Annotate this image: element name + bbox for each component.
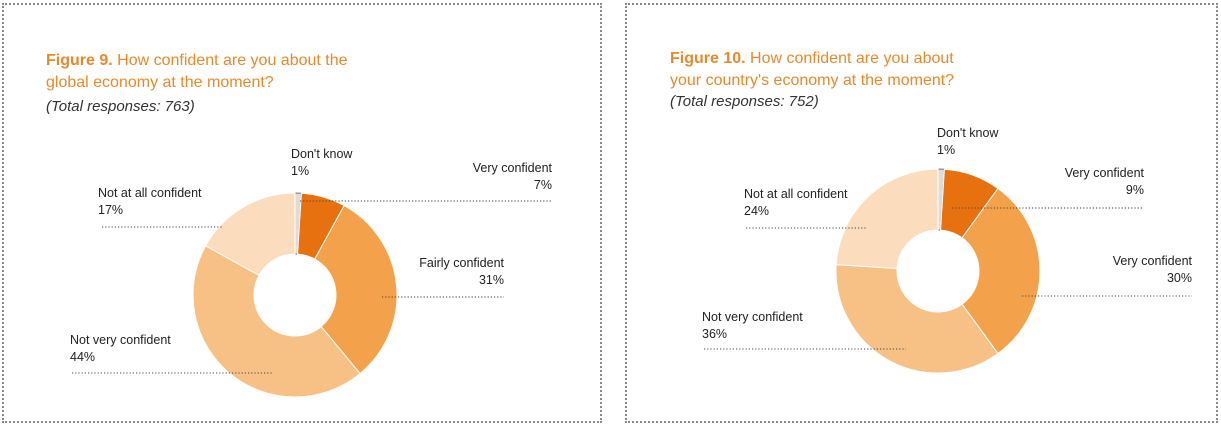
slice-value-label: 36% — [702, 327, 727, 341]
title-line-1: How confident are you about — [750, 50, 954, 67]
donut-slice — [961, 187, 1041, 355]
slice-value-label: 9% — [1126, 183, 1144, 197]
slice-label: Not very confident — [70, 333, 171, 347]
title-line-2: global economy at the moment? — [46, 74, 274, 91]
chart-title: Figure 10. How confident are you about y… — [670, 48, 954, 92]
slice-value-label: 30% — [1167, 271, 1192, 285]
chart-panel-figure-10 — [625, 3, 1218, 423]
slice-label: Very confident — [1113, 254, 1193, 268]
slice-label: Not at all confident — [744, 187, 848, 201]
chart-subtitle: (Total responses: 752) — [670, 93, 819, 110]
donut-slice — [835, 264, 999, 374]
slice-value-label: 44% — [70, 350, 95, 364]
slice-value-label: 7% — [534, 178, 552, 192]
chart-panel-figure-9 — [2, 3, 602, 423]
chart-subtitle: (Total responses: 763) — [46, 98, 195, 115]
title-line-1: How confident are you about the — [117, 52, 348, 69]
slice-value-label: 1% — [291, 164, 309, 178]
donut-slice — [835, 168, 939, 269]
donut-slice — [314, 204, 398, 375]
slice-label: Fairly confident — [419, 256, 504, 270]
donut-slice — [192, 245, 361, 398]
slice-label: Very confident — [1065, 166, 1145, 180]
title-line-2: your country's economy at the moment? — [670, 72, 955, 89]
slice-label: Not at all confident — [98, 186, 202, 200]
slice-label: Don't know — [291, 147, 353, 161]
slice-label: Very confident — [473, 161, 553, 175]
figure-label: Figure 10. — [670, 50, 746, 67]
slice-value-label: 31% — [479, 273, 504, 287]
slice-value-label: 1% — [937, 143, 955, 157]
figure-label: Figure 9. — [46, 52, 113, 69]
slice-label: Not very confident — [702, 310, 803, 324]
donut-slice — [204, 192, 296, 276]
slice-label: Don't know — [937, 126, 999, 140]
chart-title: Figure 9. How confident are you about th… — [46, 50, 348, 94]
slice-value-label: 24% — [744, 204, 769, 218]
slice-value-label: 17% — [98, 203, 123, 217]
